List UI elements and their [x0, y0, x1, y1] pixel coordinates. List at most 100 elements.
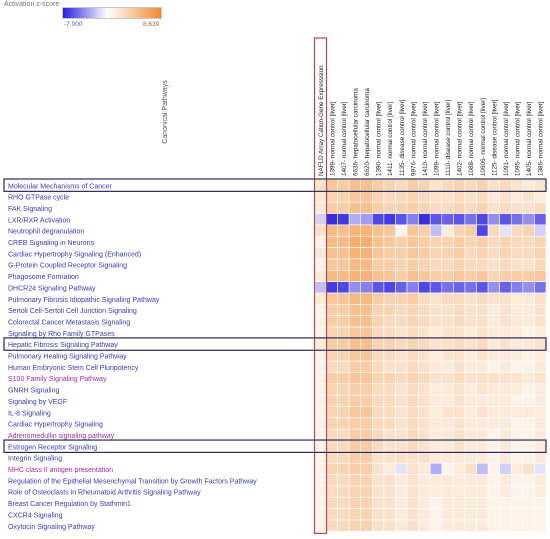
heatmap-cell	[325, 235, 338, 248]
heatmap-cell	[522, 281, 535, 294]
heatmap-cell	[383, 258, 396, 271]
heatmap-cell	[487, 474, 500, 487]
heatmap-cell	[510, 258, 524, 271]
heatmap-cell	[441, 304, 454, 317]
heatmap-cell	[487, 349, 500, 362]
heatmap-cell	[372, 440, 385, 453]
heatmap-cell	[534, 338, 547, 351]
heatmap-cell	[487, 508, 500, 521]
heatmap-cell	[464, 338, 477, 351]
column-header: 1407- normal control [liver]	[341, 101, 348, 176]
heatmap-cell	[429, 349, 443, 362]
heatmap-cell	[383, 201, 396, 214]
row-label: MHC class II antigen presentation	[8, 467, 113, 474]
heatmap-cell	[418, 440, 431, 453]
heatmap-cell	[383, 496, 396, 509]
heatmap-cell	[441, 440, 454, 453]
heatmap-cell	[325, 372, 338, 385]
heatmap-cell	[406, 326, 419, 339]
heatmap-cell	[395, 258, 408, 271]
heatmap-cell	[522, 440, 535, 453]
heatmap-cell	[522, 235, 535, 248]
heatmap-cell	[464, 519, 477, 532]
heatmap-cell	[348, 179, 362, 192]
heatmap-cell	[522, 315, 535, 328]
heatmap-cell	[476, 394, 489, 407]
heatmap-cell	[314, 315, 327, 328]
heatmap-cell	[441, 338, 454, 351]
legend-title: Activation z-score	[4, 1, 60, 8]
heatmap-cell	[325, 394, 338, 407]
heatmap-cell	[476, 406, 489, 419]
heatmap-cell	[406, 224, 419, 237]
heatmap-cell	[360, 496, 373, 509]
heatmap-cell	[383, 519, 396, 532]
heatmap-cell	[372, 224, 385, 237]
heatmap-cell	[348, 394, 362, 407]
heatmap-cell	[522, 485, 535, 498]
heatmap-cell	[337, 235, 350, 248]
heatmap-cell	[372, 213, 385, 226]
heatmap-cell	[337, 406, 350, 419]
heatmap-cell	[418, 451, 431, 464]
heatmap-cell	[453, 201, 466, 214]
heatmap-cell	[383, 292, 396, 305]
heatmap-cell	[510, 179, 524, 192]
heatmap-cell	[429, 440, 443, 453]
heatmap-cell	[325, 406, 338, 419]
heatmap-cell	[534, 269, 547, 282]
heatmap-cell	[383, 508, 396, 521]
heatmap-cell	[429, 462, 443, 475]
heatmap-cell	[337, 213, 350, 226]
heatmap-cell	[372, 406, 385, 419]
heatmap-cell	[464, 292, 477, 305]
heatmap-cell	[476, 315, 489, 328]
heatmap-cell	[337, 519, 350, 532]
heatmap-cell	[464, 406, 477, 419]
heatmap-cell	[360, 338, 373, 351]
row-label: Role of Osteoclasts in Rheumatoid Arthri…	[8, 490, 201, 497]
heatmap-cell	[441, 326, 454, 339]
heatmap-cell	[337, 247, 350, 260]
heatmap-cell	[395, 179, 408, 192]
heatmap-cell	[453, 179, 466, 192]
heatmap-cell	[395, 383, 408, 396]
heatmap-cell	[360, 281, 373, 294]
heatmap-cell	[360, 201, 373, 214]
heatmap-cell	[499, 349, 512, 362]
heatmap-cell	[383, 360, 396, 373]
heatmap-cell	[464, 383, 477, 396]
heatmap-cell	[429, 292, 443, 305]
heatmap-cell	[522, 349, 535, 362]
heatmap-cell	[429, 372, 443, 385]
heatmap-cell	[348, 315, 362, 328]
heatmap-cell	[395, 428, 408, 441]
heatmap-cell	[453, 440, 466, 453]
heatmap-cell	[337, 326, 350, 339]
heatmap-cell	[453, 349, 466, 362]
heatmap-cell	[360, 326, 373, 339]
heatmap-cell	[453, 326, 466, 339]
heatmap-cell	[348, 247, 362, 260]
heatmap-cell	[383, 440, 396, 453]
heatmap-cell	[383, 338, 396, 351]
heatmap-cell	[337, 304, 350, 317]
heatmap-cell	[418, 235, 431, 248]
heatmap-cell	[372, 201, 385, 214]
heatmap-cell	[337, 224, 350, 237]
heatmap-cell	[534, 281, 547, 294]
heatmap-cell	[534, 224, 547, 237]
column-header: 1390- normal control [liver]	[376, 101, 383, 176]
heatmap-cell	[406, 383, 419, 396]
heatmap-cell	[418, 474, 431, 487]
heatmap-cell	[314, 485, 327, 498]
heatmap-cell	[453, 417, 466, 430]
heatmap-cell	[441, 462, 454, 475]
heatmap-cell	[464, 269, 477, 282]
heatmap-cell	[406, 201, 419, 214]
heatmap-cell	[325, 349, 338, 362]
row-label: S100 Family Signaling Pathway	[8, 376, 107, 383]
heatmap-cell	[337, 269, 350, 282]
heatmap-cell	[499, 474, 512, 487]
heatmap-cell	[383, 269, 396, 282]
